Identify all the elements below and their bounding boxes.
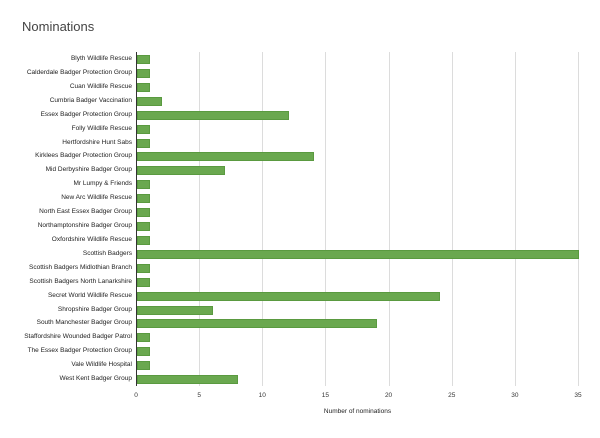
category-label: Oxfordshire Wildlife Rescue <box>51 235 132 243</box>
x-tick-label: 0 <box>134 392 138 399</box>
gridline <box>578 52 579 386</box>
bar[interactable] <box>137 305 213 315</box>
bar[interactable] <box>137 110 289 120</box>
bar[interactable] <box>137 68 150 78</box>
bar-row <box>136 52 578 66</box>
gridline <box>451 52 453 386</box>
category-label: Northamptonshire Badger Group <box>37 222 132 229</box>
category-label: New Arc Wildlife Rescue <box>61 194 132 202</box>
bar-row <box>136 358 578 372</box>
x-axis-label: Number of nominations <box>323 408 392 415</box>
category-label: Cuan Wildlife Rescue <box>69 82 132 90</box>
bar[interactable] <box>137 180 150 190</box>
bar[interactable] <box>137 291 441 301</box>
category-label: Kirklees Badger Protection Group <box>35 152 132 160</box>
bar-row <box>136 108 578 122</box>
x-tick-label: 20 <box>384 392 393 399</box>
x-tick-label: 5 <box>197 392 201 399</box>
bar-row <box>136 219 578 233</box>
bar-row <box>136 149 578 163</box>
category-label: Scottish Badgers <box>82 249 132 257</box>
category-label: West Kent Badger Group <box>59 375 132 383</box>
bar[interactable] <box>137 138 150 148</box>
x-tick-label: 35 <box>574 392 582 399</box>
bar-row <box>136 136 578 150</box>
bar-row <box>136 275 578 289</box>
bar-row <box>136 247 579 261</box>
category-label: South Manchester Badger Group <box>36 319 132 327</box>
bar-row <box>136 303 578 317</box>
bar-row <box>136 94 578 108</box>
category-label: Secret World Wildlife Rescue <box>47 291 132 299</box>
bar-row <box>136 233 578 247</box>
category-label: Scottish Badgers North Lanarkshire <box>29 277 132 285</box>
gridline <box>199 52 201 386</box>
bar[interactable] <box>137 166 226 176</box>
bar[interactable] <box>137 235 150 245</box>
category-label: Mr Lumpy & Friends <box>73 180 132 188</box>
bar[interactable] <box>137 347 150 357</box>
bar-row <box>136 205 578 219</box>
bar[interactable] <box>137 222 150 231</box>
bar-row <box>136 344 578 358</box>
category-label: Staffordshire Wounded Badger Patrol <box>24 333 132 341</box>
bar-row <box>136 372 578 386</box>
x-tick-label: 10 <box>258 392 266 399</box>
category-label: Mid Derbyshire Badger Group <box>45 166 132 174</box>
bar[interactable] <box>137 319 377 329</box>
bar-row <box>136 261 578 275</box>
plot-area <box>136 52 579 386</box>
x-tick-label: 15 <box>321 392 330 399</box>
y-axis-line <box>136 52 137 386</box>
bar-row <box>136 316 578 330</box>
category-label: Hertfordshire Hunt Sabs <box>62 138 132 146</box>
category-label: Folly Wildlife Rescue <box>71 124 132 132</box>
chart-title: Nominations <box>22 19 95 34</box>
x-tick-label: 25 <box>448 392 456 399</box>
bar[interactable] <box>137 208 150 218</box>
bar-row <box>136 177 578 191</box>
bar[interactable] <box>137 194 150 204</box>
bar[interactable] <box>137 55 150 64</box>
gridline <box>325 52 327 386</box>
category-label: Essex Badger Protection Group <box>40 110 132 118</box>
bar[interactable] <box>137 333 150 343</box>
bar[interactable] <box>137 277 150 287</box>
bar[interactable] <box>137 96 163 106</box>
bar-row <box>136 66 578 80</box>
category-label: Cumbria Badger Vaccination <box>49 96 132 104</box>
bar-row <box>136 80 578 94</box>
gridline <box>388 52 390 386</box>
bar[interactable] <box>137 124 150 134</box>
bar[interactable] <box>137 249 579 259</box>
bar-row <box>136 191 578 205</box>
category-label: The Essex Badger Protection Group <box>27 347 132 355</box>
category-label: Calderdale Badger Protection Group <box>26 68 132 76</box>
category-label: Scottish Badgers Midlothian Branch <box>29 263 132 271</box>
bar[interactable] <box>137 361 150 371</box>
bar[interactable] <box>137 82 150 92</box>
bar[interactable] <box>137 375 239 385</box>
bar[interactable] <box>137 263 150 273</box>
gridline <box>262 52 264 386</box>
category-label: Shropshire Badger Group <box>57 305 132 313</box>
bar-row <box>136 330 578 344</box>
bar-row <box>136 122 578 136</box>
category-label: Blyth Wildlife Rescue <box>70 55 132 62</box>
bar-row <box>136 289 578 303</box>
bar-row <box>136 163 578 177</box>
bar[interactable] <box>137 152 314 162</box>
category-label: Vale Wildlife Hospital <box>71 361 132 369</box>
gridline <box>514 52 516 386</box>
category-label: North East Essex Badger Group <box>39 208 132 216</box>
x-tick-label: 30 <box>511 392 519 399</box>
